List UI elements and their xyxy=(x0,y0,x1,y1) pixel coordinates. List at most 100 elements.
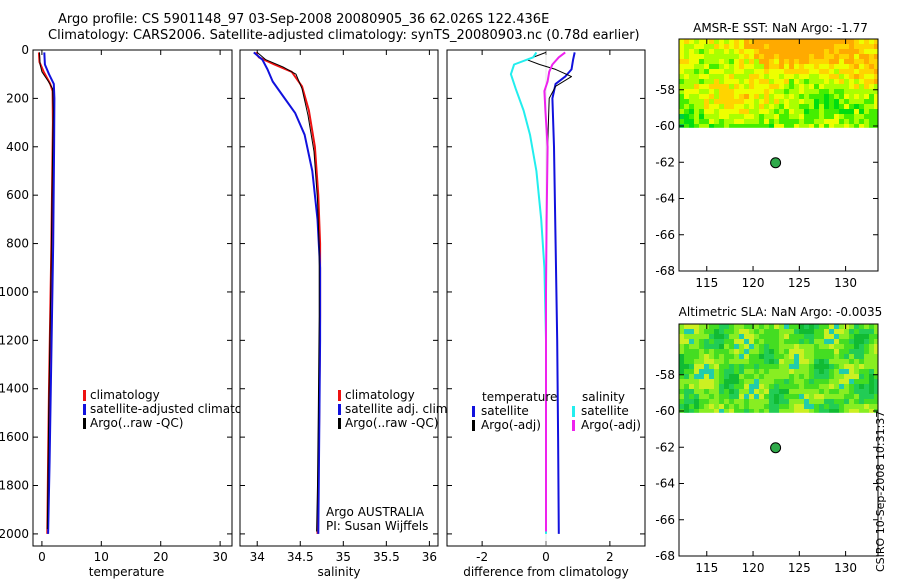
sla-map-cell xyxy=(724,394,729,399)
sst-map-cell xyxy=(804,39,809,44)
sst-map-cell xyxy=(679,89,684,94)
sst-map-cell xyxy=(819,104,824,109)
sst-map-cell xyxy=(854,84,859,89)
sst-map-cell xyxy=(779,99,784,104)
sla-map-cell xyxy=(724,349,729,354)
sla-map-cell xyxy=(739,339,744,344)
temperature-panel: 0 10 20 30020040060080010001200140016001800… xyxy=(0,43,268,579)
sla-map-cell xyxy=(714,384,719,389)
sla-map-cell xyxy=(709,379,714,384)
sla-map-cell xyxy=(789,379,794,384)
sla-map-cell xyxy=(814,399,819,404)
sst-map-cell xyxy=(684,74,689,79)
sla-map-cell xyxy=(764,369,769,374)
sst-map-cell xyxy=(744,69,749,74)
sst-map-cell xyxy=(709,39,714,44)
sla-map-cell xyxy=(864,369,869,374)
figure-title-line-2: Climatology: CARS2006. Satellite-adjuste… xyxy=(48,28,640,43)
sst-map-cell xyxy=(704,74,709,79)
sla-map-cell xyxy=(734,364,739,369)
sst-map-cell xyxy=(764,99,769,104)
sla-map-cell xyxy=(679,349,684,354)
sst-map-cell xyxy=(759,44,764,49)
sst-map-cell xyxy=(679,114,684,119)
sla-map-cell xyxy=(729,364,734,369)
sla-map-cell xyxy=(689,324,694,329)
sla-map-cell xyxy=(834,394,839,399)
sla-map-cell xyxy=(779,379,784,384)
sla-map-cell xyxy=(704,409,709,413)
sst-map-cell xyxy=(699,104,704,109)
sst-map-cell xyxy=(744,39,749,44)
sla-map-cell xyxy=(719,324,724,329)
sla-map-cell xyxy=(789,409,794,413)
sla-map-cell xyxy=(829,394,834,399)
sst-map-cell xyxy=(874,84,878,89)
sla-map-cell xyxy=(784,364,789,369)
sst-map-cell xyxy=(774,79,779,84)
sla-map-cell xyxy=(849,354,854,359)
sla-map-cell xyxy=(794,344,799,349)
sst-map-cell xyxy=(784,104,789,109)
sst-map-cell xyxy=(689,49,694,54)
sst-map-cell xyxy=(844,64,849,69)
sst-map-cell xyxy=(809,119,814,124)
sst-map-cell xyxy=(839,79,844,84)
sst-map-cell xyxy=(724,39,729,44)
sla-map-cell xyxy=(869,404,874,409)
sla-map-cell xyxy=(689,349,694,354)
sst-map-cell xyxy=(769,64,774,69)
sst-map-cell xyxy=(734,109,739,114)
sst-map-cell xyxy=(749,104,754,109)
sla-map-cell xyxy=(869,339,874,344)
sla-map-cell xyxy=(874,389,878,394)
sst-map-cell xyxy=(819,84,824,89)
sst-map-cell xyxy=(719,39,724,44)
sla-map-cell xyxy=(809,359,814,364)
sla-map-cell xyxy=(859,334,864,339)
sst-map-cell xyxy=(774,69,779,74)
sst-map-cell xyxy=(709,44,714,49)
sst-map-cell xyxy=(854,89,859,94)
sst-map-cell xyxy=(779,119,784,124)
sla-map-cell xyxy=(779,404,784,409)
sst-map-ytick-label: -60 xyxy=(655,119,675,133)
sla-map-cell xyxy=(679,369,684,374)
sst-map-cell xyxy=(839,59,844,64)
sst-map-cell xyxy=(874,94,878,99)
sla-map-cell xyxy=(679,324,684,329)
sst-map-cell xyxy=(839,54,844,59)
sla-map-cell xyxy=(849,339,854,344)
sla-map-cell xyxy=(784,339,789,344)
sst-map-cell xyxy=(684,44,689,49)
sst-map-cell xyxy=(784,109,789,114)
sst-map-cell xyxy=(844,74,849,79)
sst-map-cell xyxy=(864,59,869,64)
sst-map-cell xyxy=(719,64,724,69)
sst-map-cell xyxy=(684,54,689,59)
sla-map-cell xyxy=(854,404,859,409)
sla-map-cell xyxy=(684,394,689,399)
sla-map-cell xyxy=(749,409,754,413)
sst-map-cell xyxy=(829,99,834,104)
sla-map-ytick-label: -62 xyxy=(655,440,675,454)
sla-map-cell xyxy=(874,344,878,349)
sla-map-cell xyxy=(709,359,714,364)
sla-map-cell xyxy=(759,379,764,384)
sla-map-cell xyxy=(759,389,764,394)
sst-map-cell xyxy=(769,44,774,49)
sst-map-cell xyxy=(779,39,784,44)
sst-map-cell xyxy=(679,119,684,124)
sst-map-cell xyxy=(684,64,689,69)
temperature-ytick-label: 2000 xyxy=(0,527,29,541)
sst-map-cell xyxy=(739,64,744,69)
sst-map-cell xyxy=(769,119,774,124)
sla-map-cell xyxy=(794,339,799,344)
sla-map-cell xyxy=(819,334,824,339)
sst-map-cell xyxy=(799,79,804,84)
sla-map-cell xyxy=(774,409,779,413)
sst-map-cell xyxy=(794,59,799,64)
sst-map-cell xyxy=(709,124,714,128)
sst-map-cell xyxy=(684,94,689,99)
